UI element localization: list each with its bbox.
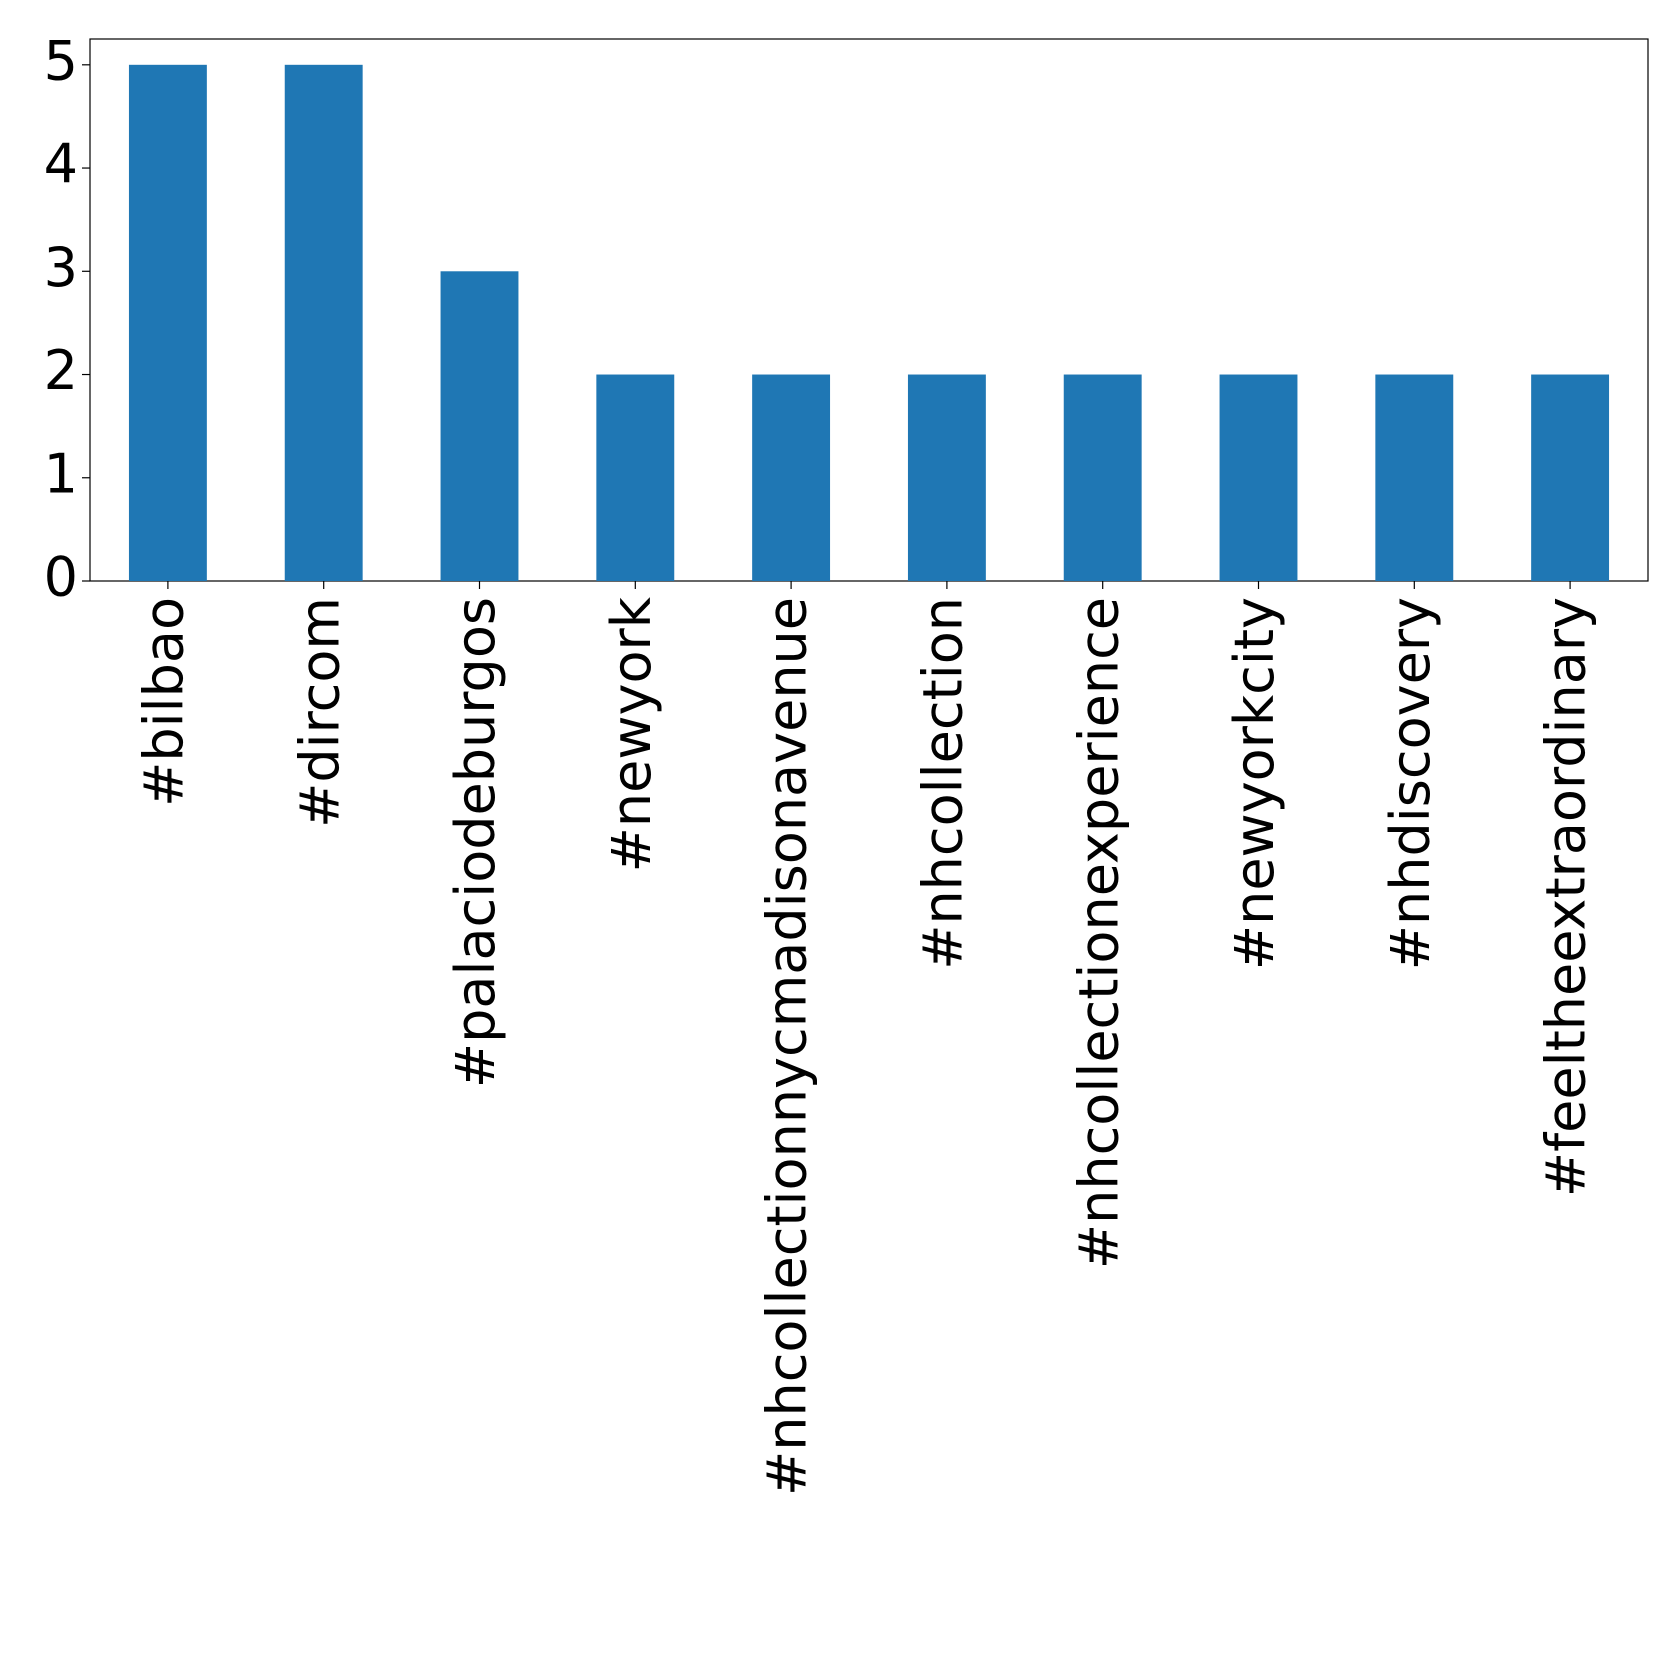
y-tick-label: 1 [44, 442, 78, 505]
y-tick-label: 0 [44, 546, 78, 609]
x-tick-label: #nhcollection [912, 597, 975, 970]
x-tick-label: #feeltheextraordinary [1535, 597, 1598, 1197]
x-tick-label: #nhcollectionnycmadisonavenue [756, 597, 819, 1496]
x-tick-label: #nhdiscovery [1379, 597, 1442, 970]
y-tick-label: 5 [44, 29, 78, 92]
bar [284, 64, 363, 582]
bar [440, 271, 519, 581]
x-tick-label: #newyork [600, 596, 663, 872]
bar [596, 374, 675, 581]
bar [752, 374, 831, 581]
x-tick-label: #nhcollectionexperience [1067, 597, 1130, 1269]
y-tick-label: 4 [44, 133, 78, 196]
x-tick-label: #palaciodeburgos [444, 597, 507, 1088]
x-tick-label: #bilbao [133, 597, 196, 807]
y-tick-label: 3 [44, 236, 78, 299]
x-tick-label: #dircom [288, 597, 351, 828]
bar [1219, 374, 1298, 581]
x-tick-label: #newyorkcity [1223, 597, 1286, 970]
bar [1531, 374, 1610, 581]
bar [128, 64, 207, 582]
bar [1063, 374, 1142, 581]
bar [1375, 374, 1454, 581]
y-tick-label: 2 [44, 339, 78, 402]
plot-frame [89, 38, 1649, 582]
bar [907, 374, 986, 581]
